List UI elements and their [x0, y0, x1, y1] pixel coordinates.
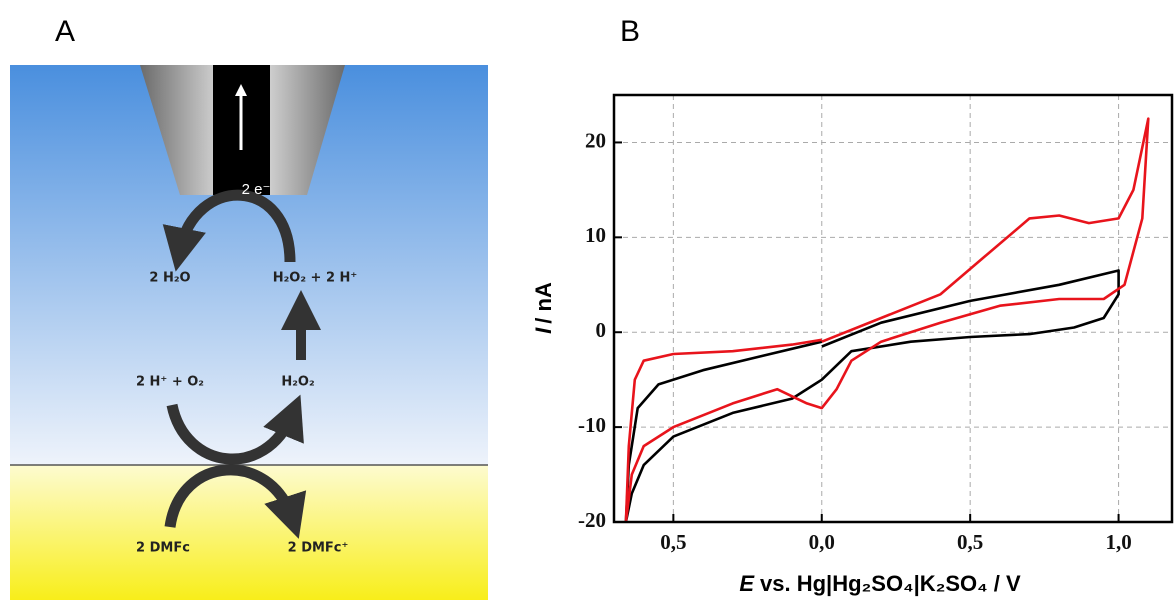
x-axis-unit: vs. Hg|Hg₂SO₄|K₂SO₄ / V	[760, 571, 1021, 596]
y-tick-label: 10	[585, 223, 606, 247]
arrow	[164, 464, 307, 539]
diagram: 2 e⁻ 2 H₂O H₂O₂ + 2 H⁺ 2 H⁺ + O₂ H₂O₂ 2 …	[10, 65, 488, 600]
arrow	[166, 394, 304, 465]
x-tick-label: 0,0	[809, 530, 835, 554]
y-tick-label: 0	[596, 318, 607, 342]
plot: -20 -10 0 10 20 0,5 0,0 0,5 1,0	[578, 93, 1174, 554]
x-tick-label: 0,5	[957, 530, 983, 554]
species-label: 2 H⁺ + O₂	[136, 375, 204, 390]
x-tick-label: 0,5	[660, 530, 686, 554]
electron-label: 2 e⁻	[242, 181, 271, 198]
plot-frame	[612, 93, 1174, 524]
y-axis-label: I / nA	[531, 282, 556, 334]
y-tick-label: -20	[578, 508, 606, 532]
organic-phase	[10, 465, 488, 600]
x-axis-symbol: E	[739, 571, 755, 596]
x-tick-label: 1,0	[1105, 530, 1131, 554]
species-label: 2 DMFc	[136, 541, 190, 556]
species-label: 2 H₂O	[149, 271, 190, 286]
data-line	[624, 117, 1150, 522]
species-label: H₂O₂ + 2 H⁺	[273, 271, 358, 286]
y-tick-label: 20	[585, 128, 606, 152]
y-axis-unit: / nA	[531, 282, 556, 324]
panel-label: B	[620, 15, 640, 48]
y-tick-label: -10	[578, 413, 606, 437]
panel-label: A	[55, 15, 75, 48]
arrow	[162, 189, 296, 272]
data-line	[624, 269, 1120, 522]
species-label: 2 DMFc⁺	[288, 541, 349, 556]
species-label: H₂O₂	[281, 375, 314, 390]
y-axis-symbol: I	[531, 327, 556, 334]
